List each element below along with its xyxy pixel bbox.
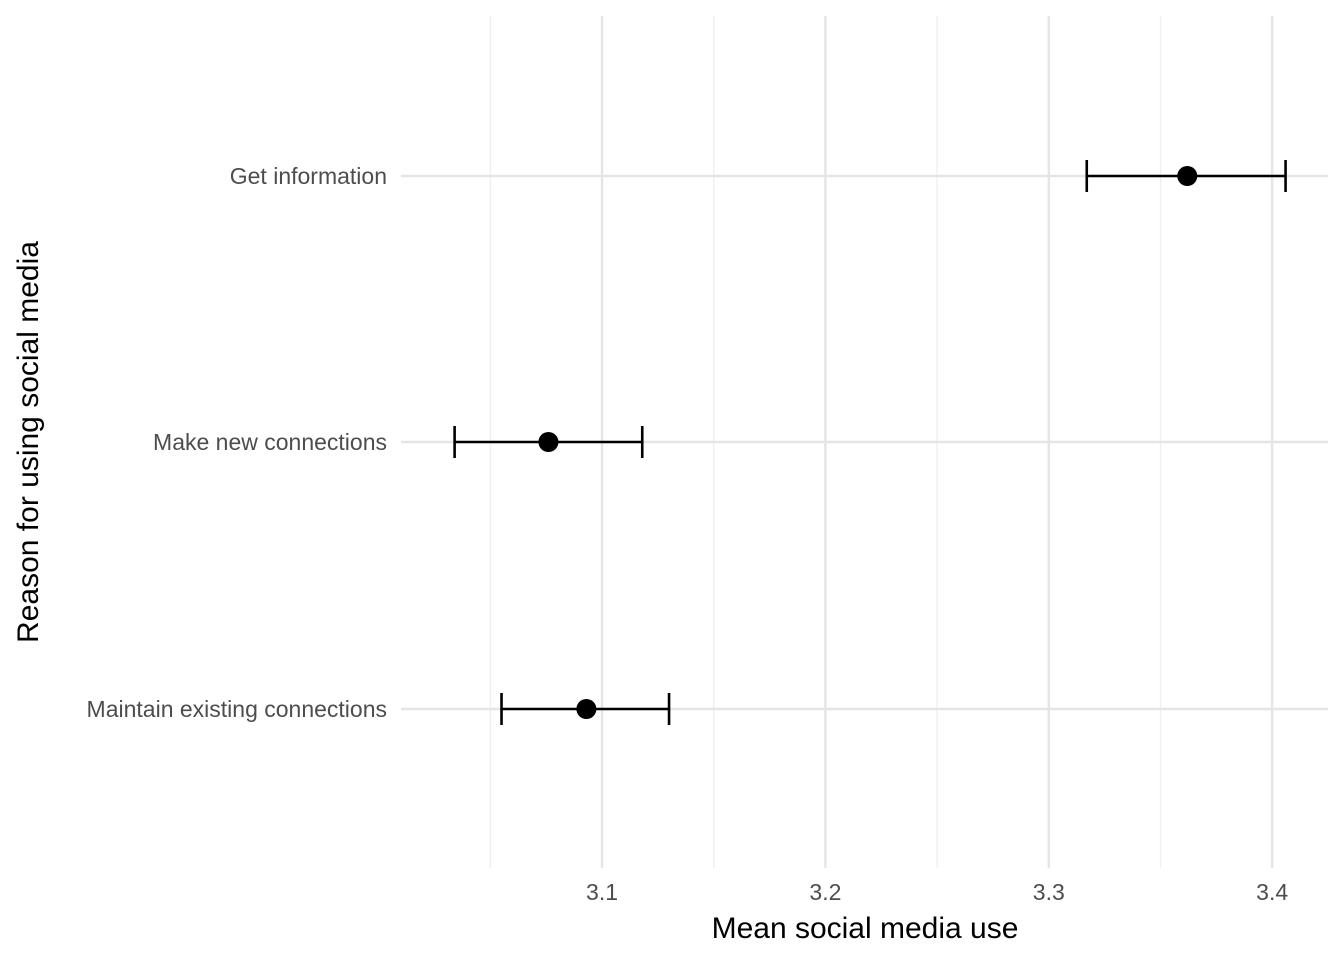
- y-tick-label: Get information: [230, 163, 387, 189]
- y-axis-title: Reason for using social media: [12, 241, 45, 643]
- x-axis-title: Mean social media use: [712, 912, 1019, 945]
- x-tick-label: 3.2: [809, 879, 841, 905]
- data-points: [538, 166, 1198, 719]
- y-axis-tick-labels: Get information Make new connections Maint…: [87, 163, 387, 722]
- y-tick-label: Maintain existing connections: [87, 696, 387, 722]
- x-tick-label: 3.3: [1033, 879, 1065, 905]
- x-tick-label: 3.4: [1256, 879, 1288, 905]
- x-axis-tick-labels: 3.1 3.2 3.3 3.4: [586, 879, 1288, 905]
- data-point: [538, 432, 559, 452]
- data-point: [1177, 166, 1198, 186]
- y-tick-label: Make new connections: [153, 429, 387, 455]
- x-tick-label: 3.1: [586, 879, 618, 905]
- data-point: [576, 699, 597, 719]
